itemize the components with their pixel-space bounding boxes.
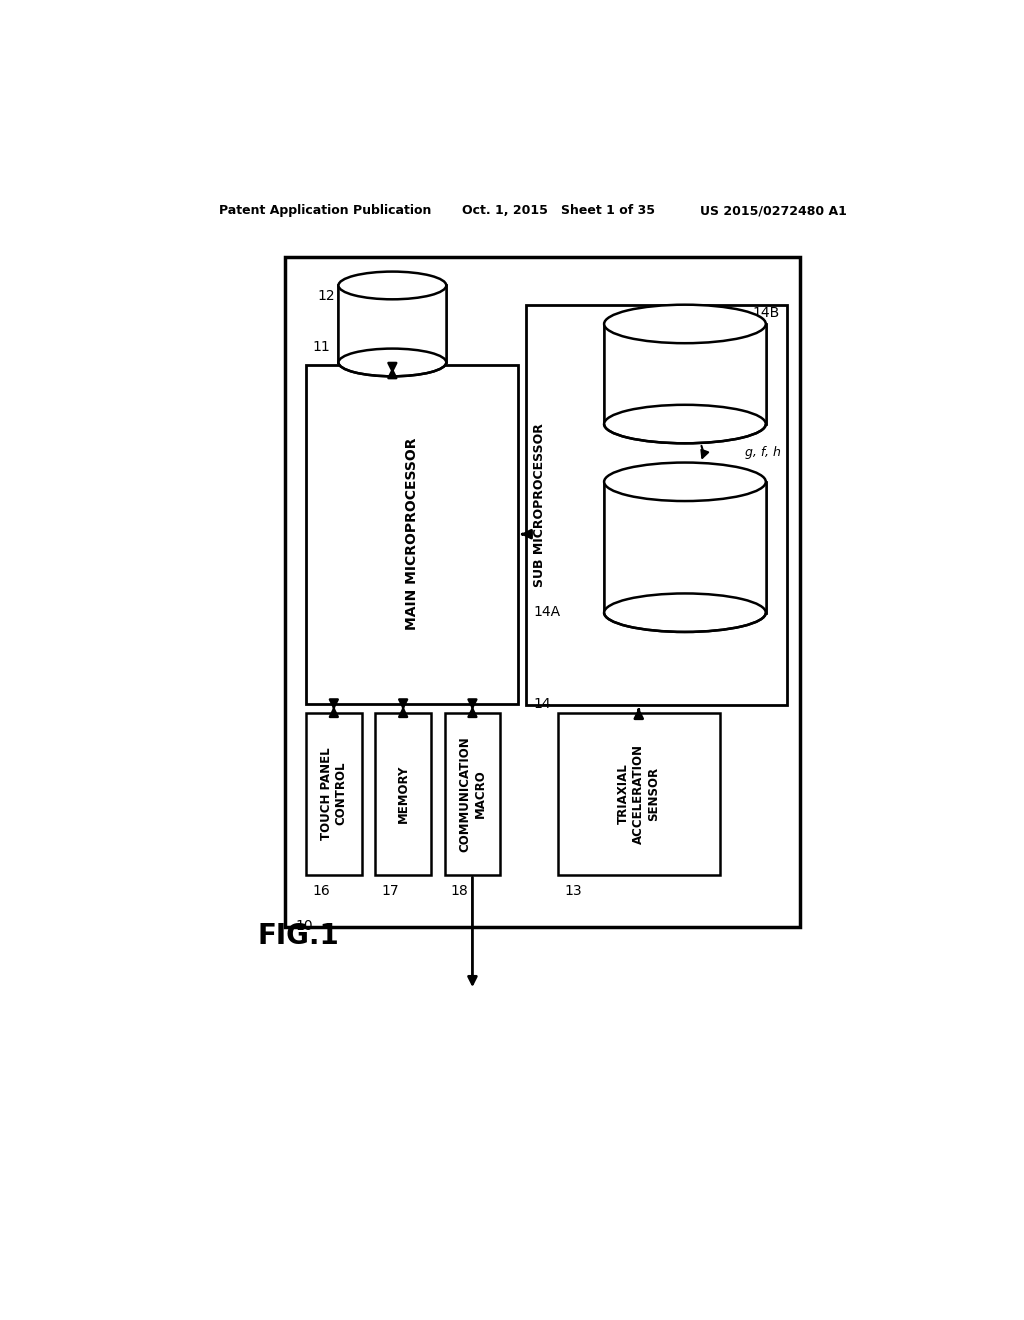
Ellipse shape (339, 348, 446, 376)
Text: 14A: 14A (534, 605, 560, 619)
Bar (285, 257, 801, 927)
Bar (339, 285, 446, 363)
Ellipse shape (604, 305, 766, 343)
Text: 16: 16 (312, 884, 330, 898)
Bar (558, 713, 720, 875)
Text: SUB MICROPROCESSOR: SUB MICROPROCESSOR (532, 422, 546, 587)
Ellipse shape (339, 272, 446, 300)
Text: GAIT
ASSESSMENT
PROGRAM: GAIT ASSESSMENT PROGRAM (638, 352, 731, 396)
Bar (306, 364, 518, 704)
Bar (525, 305, 787, 705)
Bar (376, 713, 431, 875)
Text: TRIAXIAL
ACCELERATION
SENSOR: TRIAXIAL ACCELERATION SENSOR (617, 743, 660, 843)
Text: US 2015/0272480 A1: US 2015/0272480 A1 (700, 205, 847, 218)
Ellipse shape (604, 594, 766, 632)
Ellipse shape (604, 462, 766, 502)
Bar (306, 713, 361, 875)
Text: COMMUNICATION
MACRO: COMMUNICATION MACRO (459, 735, 486, 851)
Bar (339, 285, 446, 363)
Text: 14: 14 (534, 697, 551, 711)
Text: FIG.1: FIG.1 (258, 923, 339, 950)
Text: 18: 18 (451, 884, 469, 898)
Text: 14B: 14B (753, 306, 779, 321)
Text: 12: 12 (317, 289, 335, 304)
Text: ACCELERATION
SENSOR OUTPUT
PROCESSING
PROGRAM: ACCELERATION SENSOR OUTPUT PROCESSING PR… (629, 519, 741, 577)
Text: MEMORY: MEMORY (396, 764, 410, 822)
Text: Oct. 1, 2015   Sheet 1 of 35: Oct. 1, 2015 Sheet 1 of 35 (462, 205, 654, 218)
Bar (604, 323, 766, 424)
Text: MAIN MICROPROCESSOR: MAIN MICROPROCESSOR (406, 438, 419, 631)
Bar (604, 323, 766, 424)
Text: 17: 17 (382, 884, 399, 898)
Text: CONTROL
PROGRAM: CONTROL PROGRAM (356, 310, 428, 338)
Text: g, f, h: g, f, h (745, 446, 781, 459)
Bar (604, 482, 766, 612)
Text: 11: 11 (312, 341, 330, 354)
Text: TOUCH PANEL
CONTROL: TOUCH PANEL CONTROL (319, 747, 348, 840)
Text: Patent Application Publication: Patent Application Publication (219, 205, 431, 218)
Ellipse shape (604, 405, 766, 444)
Bar (604, 482, 766, 612)
Bar (444, 713, 500, 875)
Text: 13: 13 (564, 884, 582, 898)
Text: 10: 10 (295, 919, 313, 933)
